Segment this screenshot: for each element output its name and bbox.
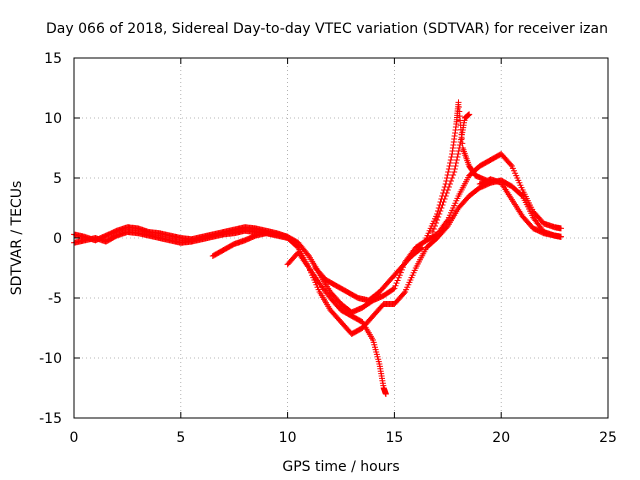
series-track-g: [429, 111, 473, 235]
x-tick-label: 0: [70, 430, 79, 446]
y-tick-label: 5: [53, 171, 62, 187]
y-tick-label: -5: [48, 291, 62, 307]
y-tick-label: -15: [39, 411, 62, 427]
data-points: [71, 99, 564, 397]
y-axis-label: SDTVAR / TECUs: [9, 181, 25, 296]
series-track-e: [312, 244, 426, 304]
x-tick-label: 15: [385, 430, 403, 446]
y-tick-label: 0: [53, 231, 62, 247]
y-tick-label: -10: [39, 351, 62, 367]
point-markers: [209, 230, 291, 259]
point-markers: [423, 99, 490, 241]
series-track-f: [423, 99, 490, 241]
series-track-c: [209, 230, 291, 259]
x-tick-label: 20: [492, 430, 510, 446]
point-markers: [71, 177, 564, 337]
y-tick-label: 15: [44, 51, 62, 67]
point-markers: [429, 111, 473, 235]
x-tick-label: 25: [599, 430, 617, 446]
series-track-d: [284, 249, 389, 397]
series-track-h: [476, 176, 564, 240]
y-tick-label: 10: [44, 111, 62, 127]
point-markers: [476, 176, 564, 240]
x-tick-label: 10: [279, 430, 297, 446]
point-markers: [284, 249, 389, 397]
point-markers: [312, 244, 426, 304]
axis-ticks: 0 5 10 15 20 25 -15 -10 -5 0 5 10 15: [39, 51, 617, 446]
series-track-b: [71, 177, 564, 337]
x-tick-label: 5: [176, 430, 185, 446]
chart-title: Day 066 of 2018, Sidereal Day-to-day VTE…: [46, 21, 608, 37]
x-axis-label: GPS time / hours: [282, 459, 399, 475]
